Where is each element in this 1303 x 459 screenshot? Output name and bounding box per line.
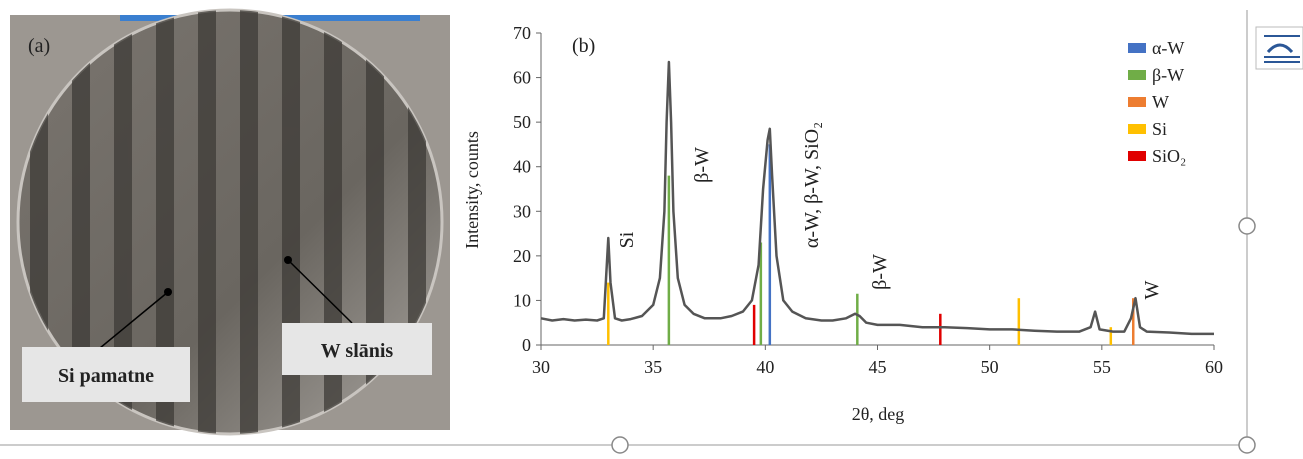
legend-swatch	[1128, 124, 1146, 134]
peak-annotation: α-W, β-W, SiO₂	[801, 122, 823, 248]
y-tick-label: 70	[513, 23, 531, 43]
peak-annotation: W	[1141, 280, 1163, 299]
legend-swatch	[1128, 151, 1146, 161]
photo-label: Si pamatne	[58, 365, 154, 387]
legend-swatch	[1128, 43, 1146, 53]
x-tick-label: 55	[1093, 357, 1111, 377]
y-tick-label: 40	[513, 157, 531, 177]
photo-panel: (a) Si pamatne W slānis	[10, 8, 450, 436]
pointer-line	[287, 259, 353, 324]
y-tick-label: 10	[513, 290, 531, 310]
legend-swatch	[1128, 70, 1146, 80]
resize-handle[interactable]	[611, 436, 629, 454]
y-axis-label: Intensity, counts	[462, 131, 482, 249]
y-tick-label: 60	[513, 68, 531, 88]
peak-annotation: β-W	[869, 254, 891, 290]
x-tick-label: 40	[756, 357, 774, 377]
legend-swatch	[1128, 97, 1146, 107]
y-tick-label: 20	[513, 246, 531, 266]
peak-annotation: β-W	[691, 147, 713, 183]
resize-handle[interactable]	[1238, 217, 1256, 235]
panel-label: (b)	[572, 35, 595, 57]
chart: (b) 2θ, deg Intensity, counts 0 10 20 30 40 5…	[462, 23, 1223, 424]
peak-annotation: Si	[616, 231, 638, 248]
y-tick-label: 50	[513, 112, 531, 132]
photo-label: W slānis	[321, 340, 394, 362]
document-frame	[0, 10, 1303, 454]
legend-label: W	[1152, 92, 1169, 112]
legend-label: Si	[1152, 119, 1167, 139]
x-tick-label: 45	[869, 357, 887, 377]
label-box	[282, 323, 432, 375]
legend-label: β-W	[1152, 65, 1184, 85]
y-tick-label: 30	[513, 201, 531, 221]
legend-label: α-W	[1152, 38, 1184, 58]
pointer-line	[99, 291, 169, 349]
resize-handle[interactable]	[1238, 436, 1256, 454]
legend-label: SiO₂	[1152, 146, 1186, 166]
x-tick-label: 30	[532, 357, 550, 377]
layout-options-button[interactable]	[1255, 26, 1303, 70]
x-tick-label: 60	[1205, 357, 1223, 377]
panel-label: (a)	[28, 35, 50, 57]
x-axis-label: 2θ, deg	[852, 404, 905, 424]
x-tick-label: 50	[981, 357, 999, 377]
label-box	[22, 347, 190, 402]
y-tick-label: 0	[522, 335, 531, 355]
x-tick-label: 35	[644, 357, 662, 377]
pattern-line	[540, 60, 1214, 336]
